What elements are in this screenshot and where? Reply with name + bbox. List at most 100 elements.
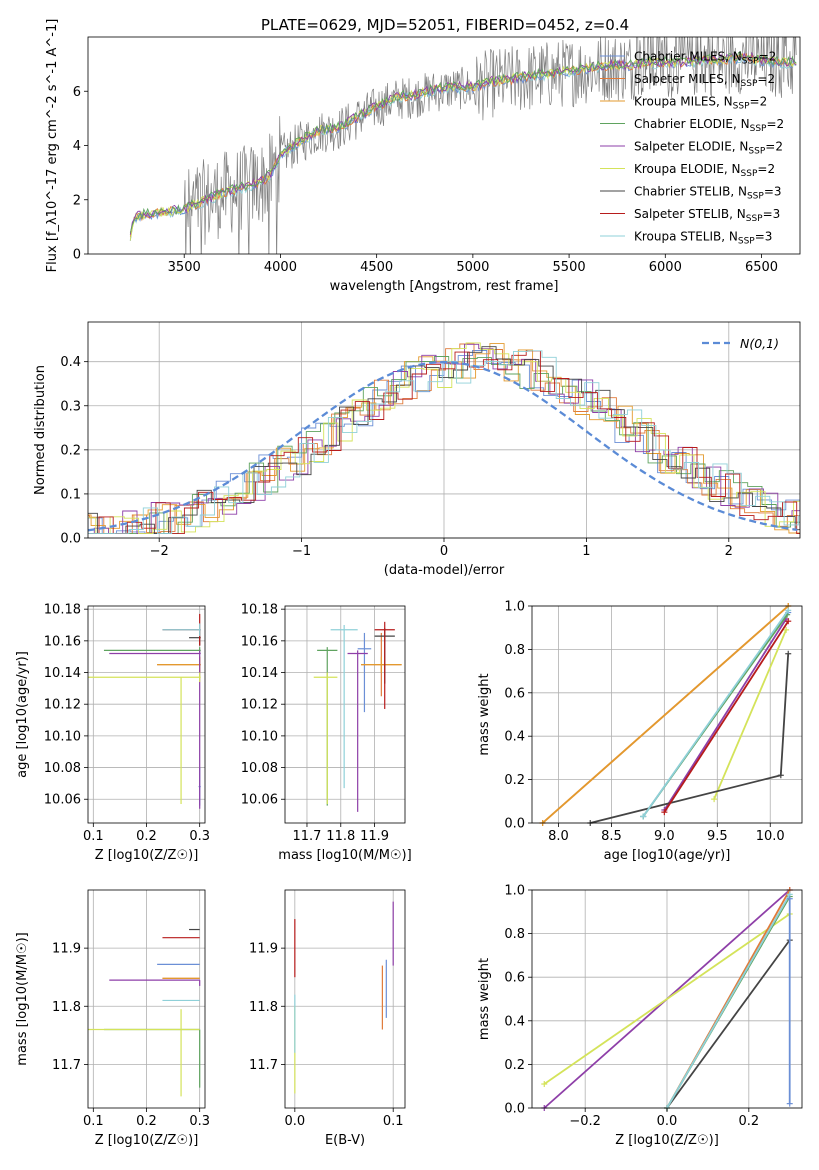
y-tick-label: 10.08 (241, 761, 278, 776)
y-tick-label: 0.2 (504, 1058, 525, 1073)
figure-title: PLATE=0629, MJD=52051, FIBERID=0452, z=0… (261, 16, 629, 34)
weight-line-kroupa_miles (542, 605, 789, 824)
y-tick-label: 0.3 (60, 399, 81, 414)
mass_vs_Z-panel: 0.1 0.2 0.3 11.7 11.8 11.9 Z [log10(Z/Z☉)] mass… (15, 889, 210, 1148)
legend-label: Chabrier STELIB, NSSP=3 (634, 185, 782, 202)
y-axis-label: mass weight (477, 673, 492, 755)
y-tick-label: 10.14 (44, 666, 81, 681)
x-tick-label: 0.3 (189, 829, 210, 844)
x-axis-label: E(B-V) (325, 1133, 365, 1148)
x-tick-label: 5000 (456, 260, 489, 275)
y-tick-label: 10.12 (241, 698, 278, 713)
x-tick-label: 1 (582, 544, 590, 559)
y-tick-label: 11.8 (249, 1000, 278, 1015)
weight-line-kroupa_elodie (713, 629, 787, 800)
model-line-chabrier_elodie (129, 50, 797, 233)
y-tick-label: 0.6 (504, 971, 525, 986)
legend-label: Salpeter MILES, NSSP=2 (634, 72, 775, 89)
x-axis-label: (data-model)/error (384, 563, 505, 578)
x-tick-label: 3500 (168, 260, 201, 275)
y-tick-label: 4 (73, 139, 81, 154)
weight_vs_Z-panel: −0.2 0.0 0.2 0.0 0.2 0.4 0.6 0.8 1.0 Z [log10(Z/Z… (477, 884, 803, 1148)
mass_vs_ebv-panel: 0.0 0.1 11.7 11.8 11.9 E(B-V) (249, 889, 406, 1148)
y-tick-label: 0.4 (504, 730, 525, 745)
data-point-kroupa_elodie (88, 672, 201, 683)
legend-label: Chabrier MILES, NSSP=2 (634, 50, 776, 67)
x-axis-label: age [log10(age/yr)] (604, 848, 731, 863)
weight-line-chabrier_stelib (589, 653, 790, 824)
x-tick-label: −0.2 (569, 1114, 601, 1129)
data-point-chabrier_miles (357, 632, 372, 713)
x-tick-label: 6000 (649, 260, 682, 275)
histogram-salpeter_miles (88, 343, 800, 535)
y-axis-label: age [log10(age/yr)] (15, 651, 30, 778)
y-tick-label: 10.06 (44, 793, 81, 808)
y-tick-label: 10.08 (44, 761, 81, 776)
data-point-kroupa_stelib (162, 623, 201, 637)
histogram-chabrier_stelib (88, 346, 800, 535)
y-tick-label: 6 (73, 85, 81, 100)
data-point-salpeter_elodie (109, 650, 201, 809)
y-tick-label: 1.0 (504, 600, 525, 615)
x-tick-label: 10.0 (756, 829, 785, 844)
x-tick-label: 0.0 (657, 1114, 678, 1129)
data-point-kroupa_miles (157, 656, 201, 673)
y-tick-label: 10.12 (44, 698, 81, 713)
y-axis-label: Flux [f_λ10^-17 erg cm^-2 s^-1 A^-1] (45, 19, 60, 273)
legend-label: Salpeter STELIB, NSSP=3 (634, 207, 780, 224)
y-tick-label: 0.0 (504, 817, 525, 832)
x-tick-label: 9.0 (654, 829, 675, 844)
y-tick-label: 0.1 (60, 487, 81, 502)
histogram-salpeter_elodie (88, 343, 800, 535)
y-tick-label: 0.4 (60, 355, 81, 370)
x-tick-label: 0.1 (383, 1114, 404, 1129)
residuals-panel: −2 −1 0 1 2 0.0 0.1 0.2 0.3 0.4 (data-model)/error… (33, 321, 801, 578)
y-tick-label: 11.7 (52, 1058, 81, 1073)
histogram-chabrier_elodie (88, 356, 800, 535)
x-axis-label: Z [log10(Z/Z☉)] (615, 1133, 719, 1148)
x-axis-label: wavelength [Angstrom, rest frame] (330, 279, 559, 294)
y-tick-label: 10.06 (241, 793, 278, 808)
x-tick-label: 2 (725, 544, 733, 559)
y-axis-label: Normed distribution (33, 365, 48, 495)
age_vs_mass-panel: 11.7 11.8 11.9 10.06 10.08 10.10 10.12 10.14 10.… (241, 603, 412, 863)
histogram-salpeter_stelib (88, 350, 800, 535)
x-tick-label: 4000 (264, 260, 297, 275)
y-tick-label: 10.16 (44, 634, 81, 649)
x-tick-label: 11.7 (292, 829, 321, 844)
x-tick-label: 0.1 (83, 1114, 104, 1129)
age_vs_Z-panel: 0.1 0.2 0.3 10.06 10.08 10.10 10.12 10.14 10.16 1… (15, 603, 210, 863)
weight-line-salpeter_stelib (663, 620, 789, 813)
y-tick-label: 11.9 (52, 942, 81, 957)
x-tick-label: 11.8 (326, 829, 355, 844)
data-point-chabrier_elodie (103, 1028, 201, 1088)
x-tick-label: −2 (150, 544, 169, 559)
y-tick-label: 0.2 (60, 443, 81, 458)
data-point-chabrier_stelib (189, 629, 201, 646)
y-tick-label: 10.18 (44, 603, 81, 618)
y-tick-label: 2 (73, 193, 81, 208)
legend-label: Kroupa MILES, NSSP=2 (634, 95, 767, 112)
data-point-kroupa_elodie (313, 672, 338, 804)
data-point-salpeter_stelib (374, 621, 395, 709)
x-tick-label: −1 (292, 544, 311, 559)
x-tick-label: 0.2 (136, 829, 157, 844)
legend-label: Kroupa STELIB, NSSP=3 (634, 230, 772, 247)
spectrum-panel: 3500 4000 4500 5000 5500 6000 6500 0 2 4 6 waveleng… (45, 19, 801, 294)
x-tick-label: 9.5 (707, 829, 728, 844)
x-tick-label: 0.0 (284, 1114, 305, 1129)
y-tick-label: 0.8 (504, 927, 525, 942)
axes-frame (284, 605, 406, 824)
y-tick-label: 11.8 (52, 1000, 81, 1015)
data-point-kroupa_miles (361, 656, 402, 673)
y-tick-label: 1.0 (504, 884, 525, 899)
x-tick-label: 0 (440, 544, 448, 559)
y-tick-label: 10.16 (241, 634, 278, 649)
y-tick-label: 0.0 (60, 532, 81, 547)
weight-line-kroupa_stelib (666, 893, 791, 1109)
x-axis-label: mass [log10(M/M☉)] (278, 848, 411, 863)
spectrum-legend: Chabrier MILES, NSSP=2 Salpeter MILES, NS… (600, 50, 784, 247)
legend-label: Kroupa ELODIE, NSSP=2 (634, 162, 775, 179)
y-tick-label: 11.7 (249, 1058, 278, 1073)
